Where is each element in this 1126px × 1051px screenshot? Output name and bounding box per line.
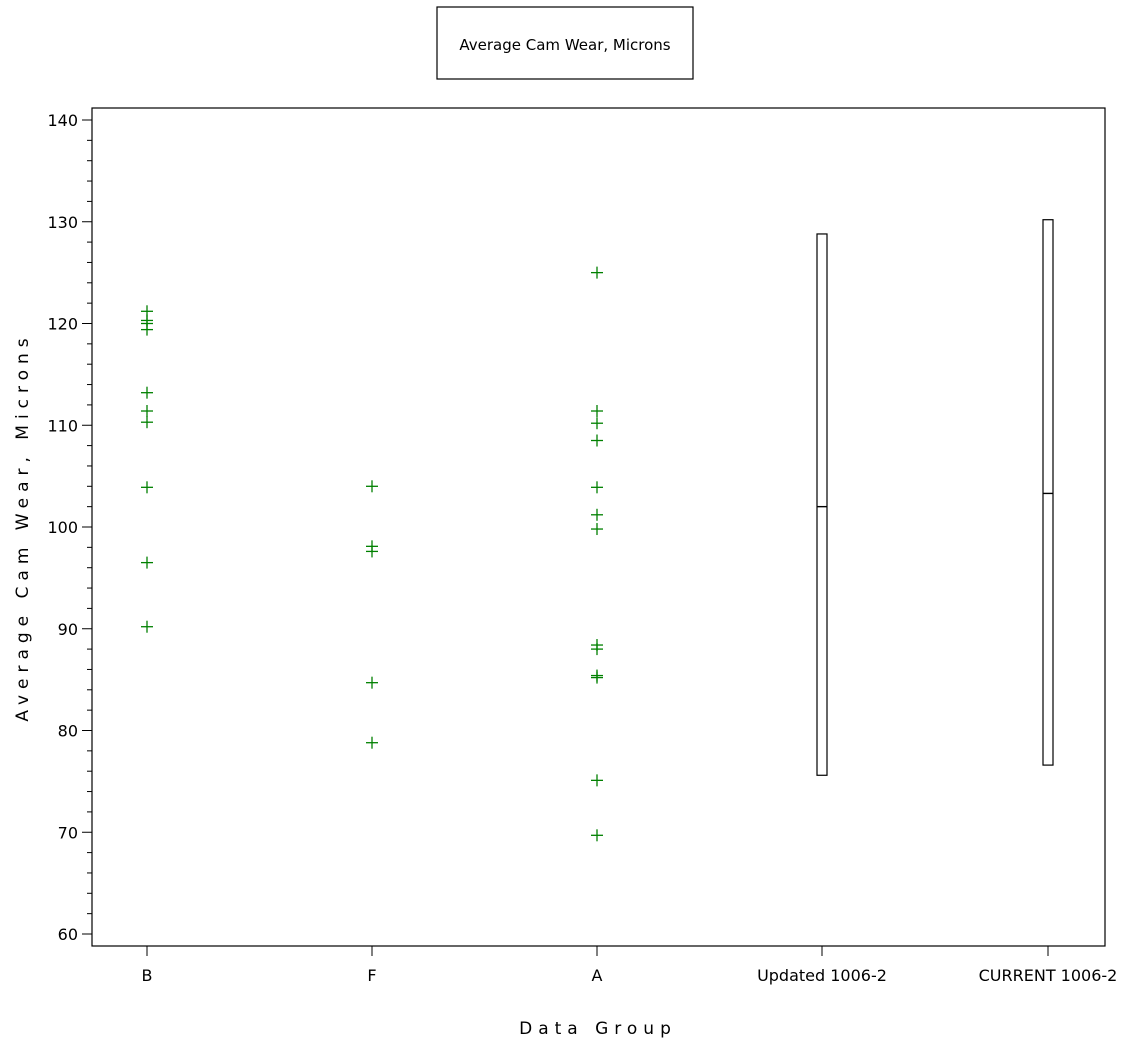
y-tick-label: 130 [47,213,78,232]
data-point-marker [141,323,153,336]
y-axis: 60 70 80 90 100 110 120 130 140 [47,111,92,944]
x-axis: B F A Updated 1006-2 CURRENT 1006-2 [142,946,1118,985]
legend: Average Cam Wear, Microns [436,6,694,80]
data-point-marker [366,676,378,689]
x-tick-label: Updated 1006-2 [757,966,887,985]
box-range [1042,219,1054,766]
box-plot [1042,219,1054,766]
box-plot [816,233,828,776]
x-tick-label: F [367,966,376,985]
data-point-marker [141,405,153,418]
legend-label: Average Cam Wear, Microns [459,36,670,54]
data-point-marker [141,416,153,429]
box-range [816,233,828,776]
data-point-marker [591,434,603,447]
y-tick-label: 90 [58,620,78,639]
data-point-marker [141,620,153,633]
y-tick-label: 100 [47,518,78,537]
y-tick-label: 80 [58,722,78,741]
y-axis-title: Average Cam Wear, Microns [13,332,33,721]
data-point-marker [591,266,603,279]
data-point-marker [591,405,603,418]
data-point-marker [591,417,603,430]
y-tick-label: 70 [58,823,78,842]
data-point-marker [366,480,378,493]
data-point-marker [591,829,603,842]
data-point-marker [591,508,603,521]
data-point-marker [591,481,603,494]
y-tick-label: 60 [58,925,78,944]
data-point-marker [366,736,378,749]
x-axis-title: Data Group [519,1019,677,1039]
data-point-marker [366,545,378,558]
data-point-marker [591,523,603,536]
legend-box [436,6,694,80]
box-plots [816,219,1054,776]
data-markers [141,266,603,842]
data-point-marker [141,481,153,494]
data-point-marker [591,671,603,684]
data-point-marker [591,774,603,787]
y-tick-label: 110 [47,416,78,435]
y-tick-label: 140 [47,111,78,130]
data-point-marker [591,643,603,656]
x-tick-label: B [142,966,153,985]
x-tick-label: CURRENT 1006-2 [979,966,1118,985]
x-tick-label: A [592,966,603,985]
data-point-marker [141,556,153,569]
y-tick-label: 120 [47,315,78,334]
data-point-marker [141,386,153,399]
